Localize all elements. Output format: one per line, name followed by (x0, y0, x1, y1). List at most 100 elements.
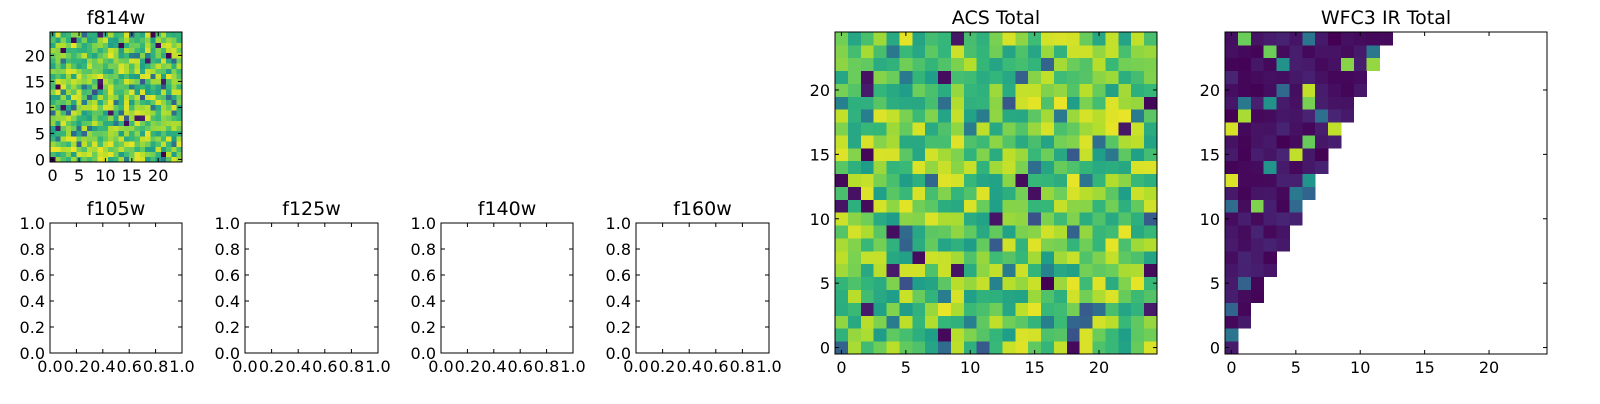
heatmap-cell (925, 186, 939, 200)
heatmap-cell (1053, 109, 1068, 123)
heatmap-cell (166, 156, 172, 163)
heatmap-cell (925, 109, 939, 123)
heatmap-cell (1118, 44, 1132, 59)
heatmap-cell (1250, 238, 1265, 252)
heatmap-cell (1328, 57, 1342, 72)
heatmap-cell (176, 94, 183, 100)
heatmap-cell (134, 63, 141, 69)
heatmap-cell (873, 122, 887, 136)
heatmap-cell (134, 130, 141, 137)
heatmap-cell (81, 47, 88, 54)
heatmap-cell (150, 78, 156, 85)
heatmap-cell (976, 250, 990, 265)
heatmap-cell (102, 73, 109, 80)
heatmap-cell (976, 315, 990, 329)
heatmap-cell (1340, 96, 1355, 110)
heatmap-cell (1225, 315, 1239, 329)
heatmap-cell (81, 52, 88, 59)
heatmap-cell (1225, 160, 1239, 175)
heatmap-cell (108, 84, 114, 90)
heatmap-cell (108, 110, 114, 116)
heatmap-cell (97, 94, 104, 100)
heatmap-cell (60, 99, 67, 106)
heatmap-cell (1028, 122, 1042, 136)
heatmap-cell (873, 289, 887, 303)
heatmap-cell (938, 32, 952, 46)
heatmap-cell (847, 341, 862, 355)
heatmap-cell (989, 122, 1003, 136)
heatmap-cell (847, 250, 862, 265)
heatmap-cell (108, 37, 114, 43)
heatmap-cell (1118, 83, 1132, 97)
heatmap-cell (123, 115, 130, 121)
heatmap-cell (1302, 32, 1316, 46)
heatmap-cell (139, 78, 146, 85)
heatmap-cell (1276, 70, 1290, 84)
heatmap-cell (1366, 57, 1380, 72)
heatmap-cell (1105, 276, 1119, 290)
heatmap-cell (1315, 160, 1329, 175)
heatmap-cell (176, 120, 183, 126)
heatmap-cell (150, 73, 156, 80)
heatmap-cell (71, 130, 77, 137)
heatmap-cell (1041, 199, 1055, 213)
heatmap-cell (97, 37, 104, 43)
heatmap-cell (1263, 109, 1277, 123)
heatmap-cell (912, 160, 926, 175)
heatmap-cell (886, 44, 900, 59)
heatmap-cell (160, 130, 167, 137)
heatmap-cell (912, 289, 926, 303)
heatmap-cell (899, 44, 913, 59)
y-tick-label: 0.0 (411, 344, 436, 363)
heatmap-cell (1002, 315, 1016, 329)
heatmap-cell (1105, 328, 1119, 342)
heatmap-cell (1263, 135, 1277, 149)
heatmap-cell (886, 173, 900, 187)
heatmap-cell (118, 120, 125, 126)
heatmap-cell (835, 225, 849, 239)
heatmap-cell (1276, 238, 1290, 252)
heatmap-cell (1105, 122, 1119, 136)
heatmap-cell (1015, 160, 1029, 175)
heatmap-cell (160, 141, 167, 147)
heatmap-cell (145, 73, 151, 80)
x-tick-label: 1.0 (756, 357, 781, 376)
heatmap-cell (155, 78, 162, 85)
heatmap-cell (899, 263, 913, 278)
heatmap-cell (118, 42, 125, 48)
heatmap-cell (1015, 173, 1029, 187)
heatmap-cell (55, 42, 61, 48)
heatmap-cell (1144, 32, 1158, 46)
heatmap-cell (123, 110, 130, 116)
heatmap-cell (1340, 57, 1355, 72)
heatmap-cell (1144, 276, 1158, 290)
heatmap-cell (86, 63, 93, 69)
heatmap-cell (835, 83, 849, 97)
heatmap-cell (976, 238, 990, 252)
heatmap-cell (886, 250, 900, 265)
heatmap-cell (92, 136, 98, 142)
heatmap-cell (113, 47, 120, 54)
heatmap-cell (176, 73, 183, 80)
heatmap-cell (118, 37, 125, 43)
heatmap-cell (1105, 32, 1119, 46)
heatmap-cell (150, 47, 156, 54)
heatmap-cell (1066, 289, 1081, 303)
heatmap-cell (123, 120, 130, 126)
heatmap-cell (925, 135, 939, 149)
heatmap-cell (102, 37, 109, 43)
heatmap-cell (171, 58, 178, 64)
heatmap-cell (113, 94, 120, 100)
heatmap-cell (171, 37, 178, 43)
heatmap-cell (873, 199, 887, 213)
heatmap-cell (938, 199, 952, 213)
heatmap-cell (886, 238, 900, 252)
heatmap-cell (1105, 250, 1119, 265)
heatmap-cell (86, 151, 93, 158)
heatmap-cell (835, 199, 849, 213)
heatmap-cell (92, 141, 98, 147)
heatmap-cell (92, 84, 98, 90)
heatmap-cell (873, 328, 887, 342)
x-tick-label: 0.6 (507, 357, 532, 376)
heatmap-cell (55, 73, 61, 80)
